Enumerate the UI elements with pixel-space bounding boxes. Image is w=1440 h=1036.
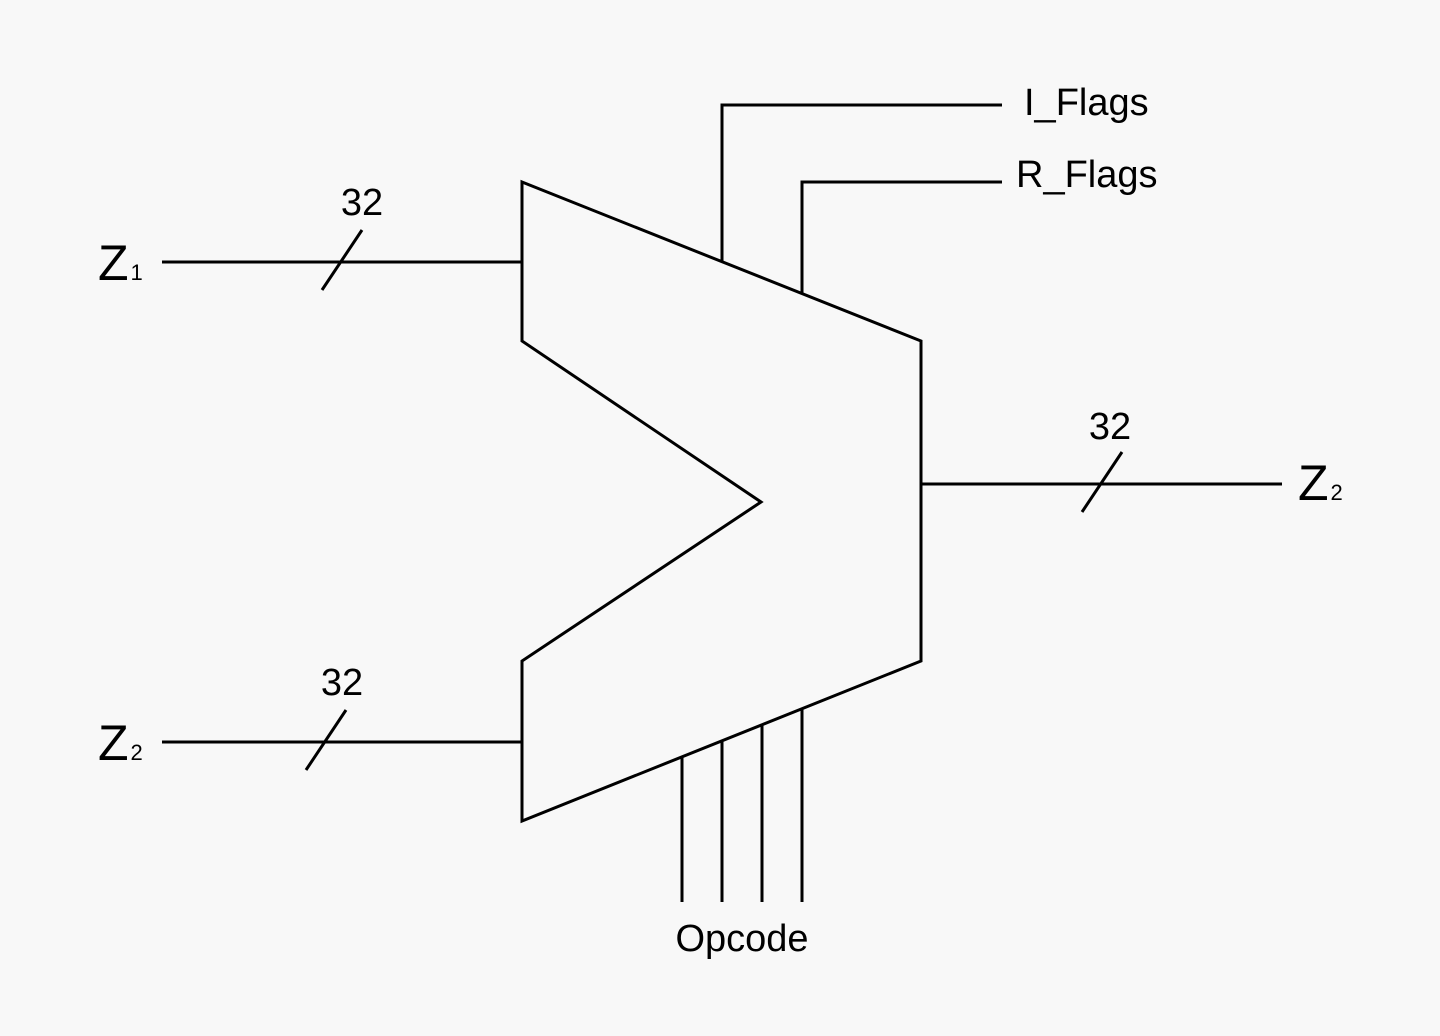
- input-b-label-name: Z: [98, 715, 129, 771]
- opcode-label: Opcode: [675, 918, 808, 960]
- input-a-label-subscript: 1: [131, 260, 143, 285]
- output-label-subscript: 2: [1331, 480, 1343, 505]
- output-bus-width: 32: [1089, 406, 1131, 448]
- i-flags-output: I_Flags: [720, 82, 1149, 262]
- input-a-bus-slash: [320, 229, 364, 291]
- i-flags-label: I_Flags: [1024, 82, 1149, 124]
- input-a-label: Z1: [98, 235, 143, 291]
- output-label: Z2: [1298, 455, 1343, 511]
- i-flags-wire: [720, 103, 1002, 262]
- r-flags-output: R_Flags: [800, 154, 1158, 294]
- input-b: 32 Z2: [98, 662, 522, 771]
- input-b-label-subscript: 2: [131, 740, 143, 765]
- input-b-bus-slash: [304, 709, 348, 771]
- opcode-input: Opcode: [675, 709, 809, 960]
- output: 32 Z2: [921, 406, 1343, 513]
- r-flags-label: R_Flags: [1016, 154, 1158, 196]
- input-a-bus-width: 32: [341, 182, 383, 224]
- alu-body: [520, 179, 923, 824]
- output-bus-slash: [1080, 451, 1124, 513]
- input-b-bus-width: 32: [321, 662, 363, 704]
- output-label-name: Z: [1298, 455, 1329, 511]
- r-flags-wire: [800, 180, 1002, 294]
- input-a-label-name: Z: [98, 235, 129, 291]
- input-b-label: Z2: [98, 715, 143, 771]
- input-a: 32 Z1: [98, 182, 522, 291]
